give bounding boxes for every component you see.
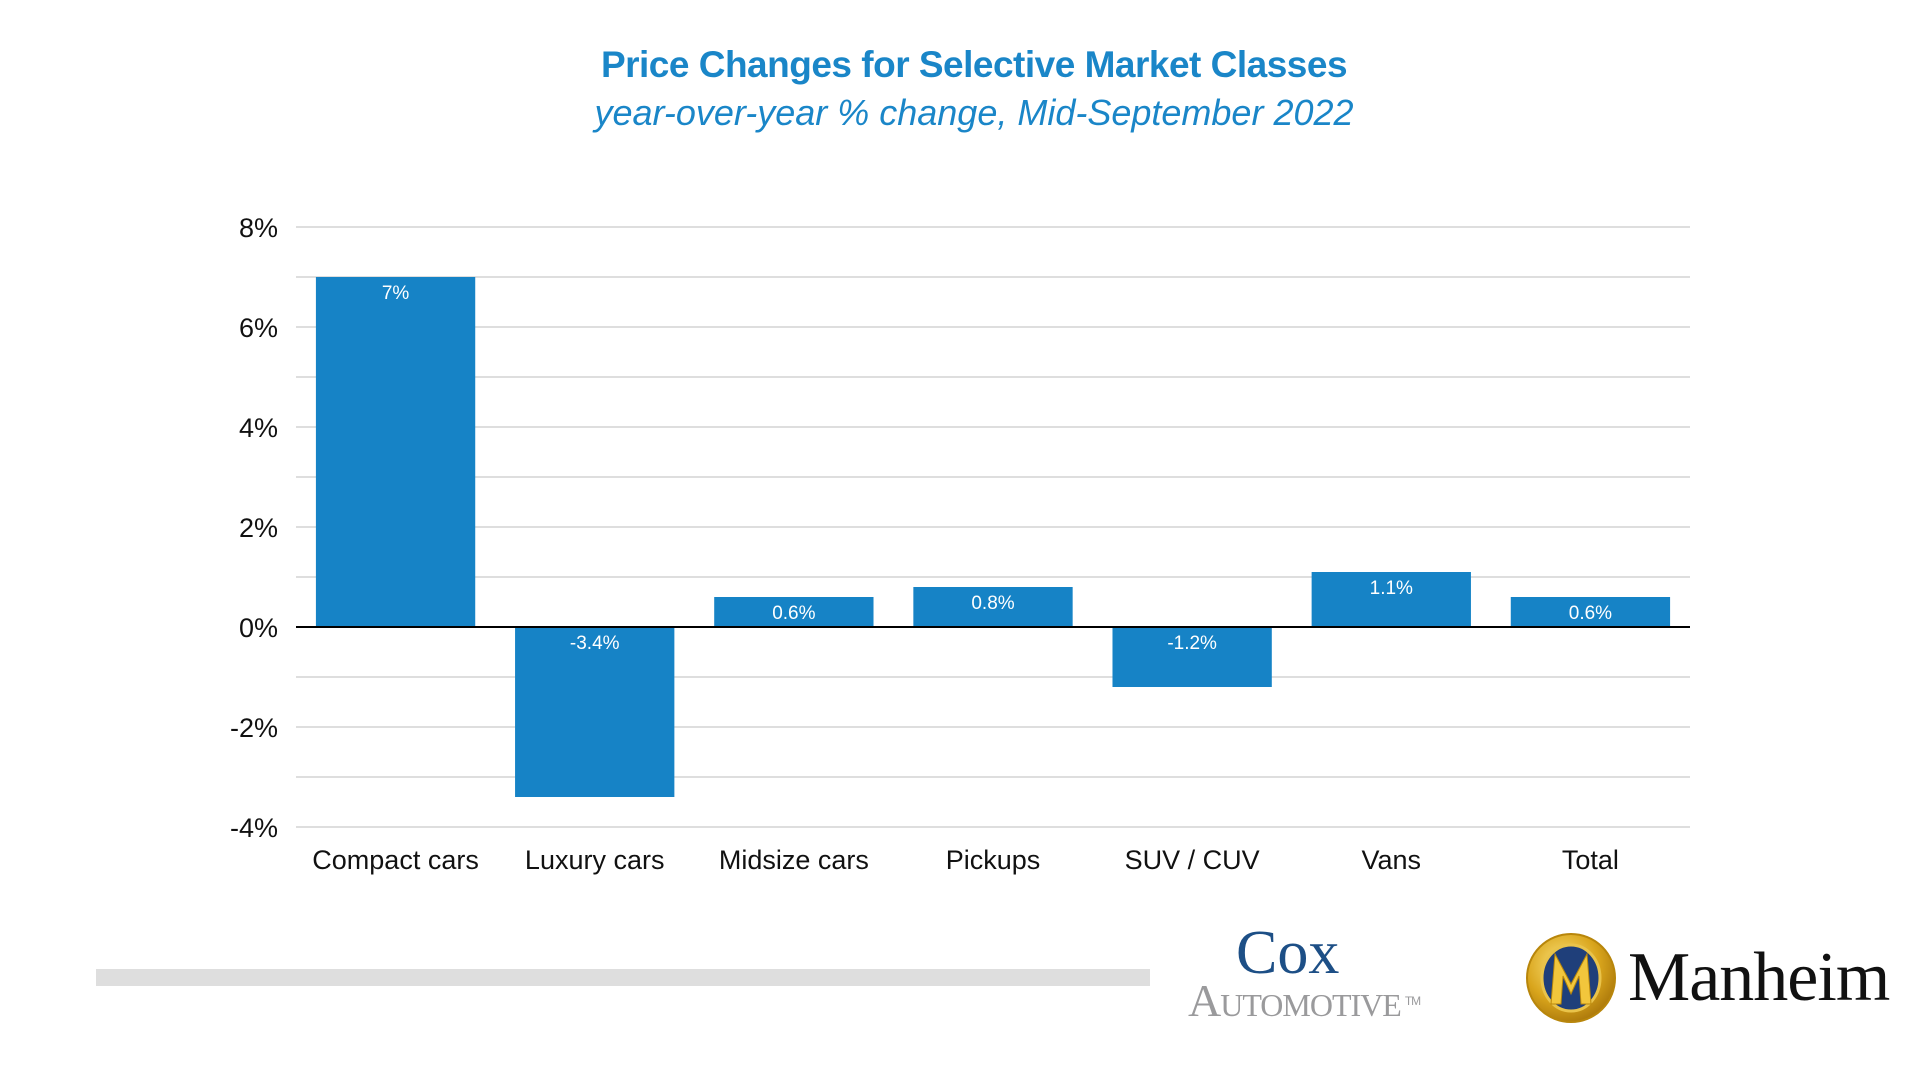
- x-tick-label: Luxury cars: [525, 845, 665, 875]
- data-label: -1.2%: [1167, 633, 1217, 654]
- y-tick-label: 8%: [239, 213, 278, 243]
- x-tick-label: Midsize cars: [719, 845, 869, 875]
- bar-suv-cuv: [1112, 627, 1272, 687]
- y-tick-label: 6%: [239, 313, 278, 343]
- y-axis-ticks: 8% 6% 4% 2% 0% -2% -4%: [230, 213, 278, 843]
- data-label: 1.1%: [1370, 578, 1413, 599]
- bar-chart: 7% -3.4% 0.6% 0.8% -1.2% 1.1% 0.6% 8% 6% 4% 2% 0% -…: [230, 213, 1690, 875]
- cox-automotive-logo: Cox Automotive TM: [1188, 922, 1488, 1032]
- x-axis-ticks: Compact cars Luxury cars Midsize cars Picku…: [312, 845, 1619, 875]
- chart-title: Price Changes for Selective Market Class…: [600, 44, 1348, 85]
- y-tick-label: -2%: [230, 713, 278, 743]
- manheim-emblem-icon: [1526, 933, 1616, 1023]
- bar-total: [1510, 597, 1671, 627]
- automotive-logo-text: Automotive TM: [1188, 975, 1421, 1026]
- data-labels: 7% -3.4% 0.6% 0.8% -1.2% 1.1% 0.6%: [382, 283, 1612, 654]
- data-label: -3.4%: [570, 633, 620, 654]
- chart-subtitle: year-over-year % change, Mid-September 2…: [594, 92, 1354, 133]
- bar-compact-cars: [315, 277, 476, 627]
- x-tick-label: SUV / CUV: [1125, 845, 1260, 875]
- gridlines: [296, 226, 1690, 828]
- bar-pickups: [913, 587, 1073, 627]
- bars: [315, 277, 1671, 797]
- x-tick-label: Total: [1562, 845, 1619, 875]
- bar-vans: [1311, 572, 1471, 627]
- trademark-mark: TM: [1404, 994, 1421, 1008]
- bar-midsize-cars: [714, 597, 874, 627]
- footer-divider: [96, 969, 1150, 986]
- x-tick-label: Pickups: [946, 845, 1041, 875]
- automotive-word: Automotive: [1188, 975, 1402, 1026]
- x-tick-label: Vans: [1362, 845, 1422, 875]
- y-tick-label: 2%: [239, 513, 278, 543]
- manheim-wordmark: Manheim: [1628, 939, 1890, 1016]
- x-tick-label: Compact cars: [312, 845, 479, 875]
- y-tick-label: -4%: [230, 813, 278, 843]
- y-tick-label: 0%: [239, 613, 278, 643]
- data-label: 0.6%: [772, 603, 815, 624]
- bar-luxury-cars: [515, 627, 675, 797]
- cox-logo-text: Cox: [1236, 919, 1340, 987]
- manheim-logo: Manheim: [1525, 932, 1905, 1032]
- data-label: 7%: [382, 283, 410, 304]
- y-tick-label: 4%: [239, 413, 278, 443]
- data-label: 0.6%: [1569, 603, 1612, 624]
- data-label: 0.8%: [971, 593, 1014, 614]
